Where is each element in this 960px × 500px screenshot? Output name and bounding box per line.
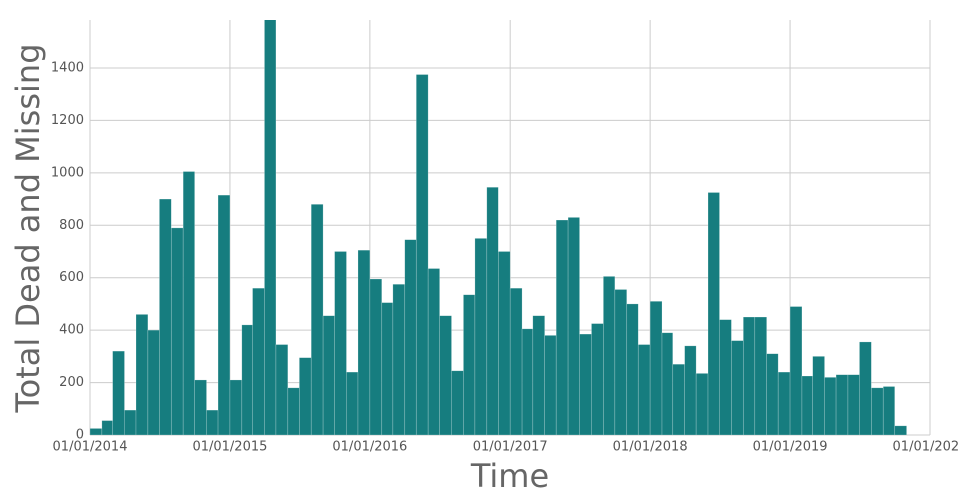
bar [427,268,440,435]
bar [684,345,697,435]
bar [369,278,383,435]
y-tick-label: 800 [59,218,84,233]
bar [334,251,347,435]
y-tick-label: 400 [59,323,84,338]
bar [252,287,265,435]
bar [719,319,732,435]
bar [346,371,359,435]
bar [404,239,417,435]
bar [159,198,172,435]
bar [229,379,243,435]
bar [672,363,685,435]
bar [135,314,149,435]
bar [847,374,860,435]
bar [182,171,195,435]
bar [194,379,207,435]
x-tick-label: 01/01/2014 [53,440,128,455]
x-axis-title: Time [470,457,549,495]
bar [147,329,160,435]
x-tick-label: 01/01/2015 [192,440,267,455]
y-tick-label: 1200 [51,113,84,128]
bar [532,315,545,435]
bar [170,227,184,435]
bar [206,409,219,435]
bar [579,333,592,435]
bar [241,324,253,435]
bar [591,323,604,435]
bar [217,194,231,435]
bar [415,74,429,435]
x-tick-label: 01/01/2018 [613,440,688,455]
bar [824,377,837,435]
bar [451,370,464,435]
y-tick-label: 200 [59,375,84,390]
bar [474,238,488,435]
bar [463,294,476,435]
x-tick-label: 01/01/2020 [893,440,960,455]
bar [112,350,125,435]
bar [835,374,849,435]
x-tick-label: 01/01/2017 [473,440,548,455]
bar [859,341,872,435]
bar [871,387,884,435]
bar [637,344,651,435]
bar [439,315,452,435]
bars [90,20,907,435]
y-axis-title: Total Dead and Missing [9,43,47,413]
bar [707,192,720,435]
y-tick-label: 0 [76,428,84,443]
bar [264,20,277,435]
bar [812,356,825,435]
y-tick-label: 1400 [51,60,84,75]
bar [754,316,767,435]
bar [626,303,639,435]
bar [124,409,137,435]
bar [299,357,312,435]
bar [882,386,896,435]
x-tick-label: 01/01/2016 [332,440,407,455]
bar [777,371,791,435]
bar [731,340,744,435]
bar [509,287,523,435]
y-tick-label: 600 [59,270,84,285]
bar [322,315,335,435]
bar [275,344,289,435]
bar [287,387,300,435]
x-tick-label: 01/01/2019 [753,440,828,455]
bar [695,373,709,435]
bar [649,300,663,435]
bar [392,283,406,435]
bar [381,302,394,435]
bar [357,249,371,435]
y-tick-label: 1000 [51,165,84,180]
bar [101,420,113,435]
bar [742,316,756,435]
bar [567,217,580,435]
bar [789,306,803,435]
bar [614,289,628,435]
bar [603,276,616,435]
labels: 0 200 400 600 800 1000 1200 1400 01/01/2014 01/01… [51,60,960,454]
bar [894,425,907,435]
bar [521,328,534,435]
bar [766,353,779,435]
bar [555,219,569,435]
bar [90,428,103,435]
bar [801,375,813,435]
bar [498,251,511,435]
bar [661,332,674,435]
bar [544,335,557,435]
bar [310,203,324,435]
bar [486,186,499,435]
